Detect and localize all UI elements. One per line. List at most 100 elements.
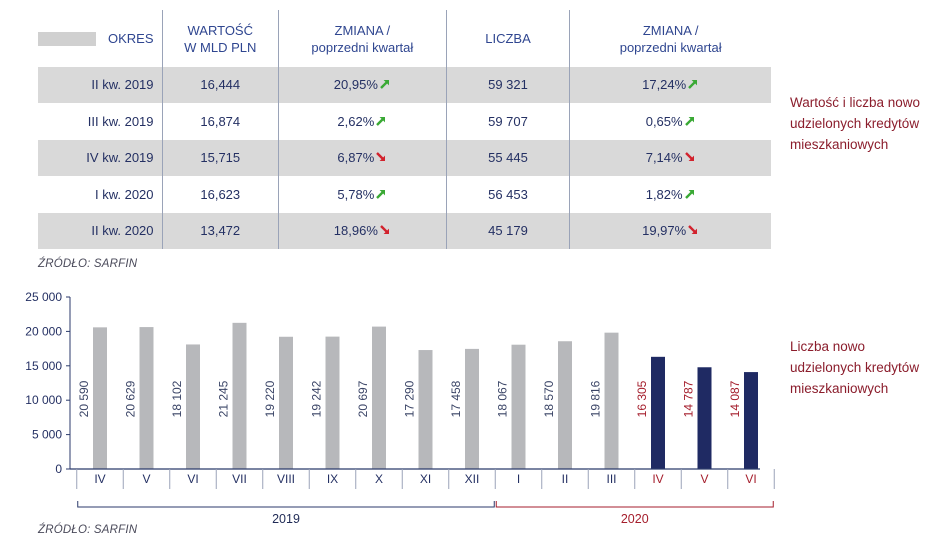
cell-change-value-text: 5,78%: [337, 186, 375, 202]
bar-value-label: 18 102: [170, 380, 184, 417]
year-bracket: [77, 501, 495, 508]
cell-count: 59 321: [445, 67, 570, 103]
arrow-up-icon: [376, 189, 386, 199]
cell-change-count-text: 7,14%: [645, 150, 683, 166]
cell-change-value: 6,87%: [278, 139, 447, 176]
cell-change-value: 20,95%: [278, 67, 447, 103]
arrow-up-icon: [688, 80, 698, 90]
arrow-up-icon: [380, 80, 389, 90]
cell-change-value-text: 6,87%: [337, 150, 375, 166]
header-liczba-label: LICZBA: [485, 31, 531, 46]
header-wartosc-line1: WARTOŚĆ: [187, 22, 254, 38]
cell-change-count-text: 19,97%: [642, 223, 687, 239]
cell-count: 45 179: [445, 212, 570, 249]
chart-side-note: Liczba nowo udzielonych kredytów mieszka…: [790, 339, 920, 396]
cell-period: IV kw. 2019: [38, 139, 163, 176]
cell-value: 13,472: [161, 212, 279, 249]
arrow-down-icon: [688, 225, 698, 235]
y-tick-label: 15 000: [25, 359, 62, 373]
arrow-up-icon: [684, 116, 694, 126]
bar-value-label: 18 570: [542, 380, 556, 417]
x-tick-label: VIII: [277, 472, 295, 486]
x-tick-label: V: [142, 472, 150, 486]
bar-value-label: 20 629: [124, 380, 138, 417]
cell-value: 16,623: [161, 175, 279, 213]
cell-period: I kw. 2020: [38, 175, 163, 213]
x-tick-label: XII: [465, 472, 480, 486]
cell-value: 15,715: [161, 139, 279, 176]
cell-period: II kw. 2019: [38, 67, 163, 103]
cell-change-value-text: 20,95%: [333, 77, 378, 93]
bar-value-label: 19 242: [310, 380, 324, 417]
header-zmiana-value-line1: ZMIANA /: [334, 22, 391, 38]
bar: [279, 336, 293, 469]
x-tick-label: X: [375, 472, 383, 486]
x-tick-label: VI: [187, 472, 198, 486]
table-source: ŹRÓDŁO: SARFIN: [38, 258, 138, 270]
y-tick-label: 5 000: [32, 428, 62, 442]
table-side-note: Wartość i liczba nowo udzielonych kredyt…: [790, 95, 921, 152]
bar: [372, 326, 386, 469]
x-tick-label: VII: [232, 472, 247, 486]
header-zmiana-count: ZMIANA / poprzedni kwartał: [569, 10, 771, 67]
header-okres-label: OKRES: [108, 31, 154, 46]
cell-change-value-text: 18,96%: [333, 223, 378, 239]
cell-change-count: 17,24%: [569, 67, 771, 103]
x-tick-label: IX: [327, 472, 338, 486]
header-okres-bar: [38, 31, 96, 46]
bar-value-label: 16 305: [635, 380, 649, 417]
cell-change-value: 5,78%: [278, 175, 447, 213]
header-liczba: LICZBA: [445, 10, 570, 67]
bar-value-label: 14 087: [728, 380, 742, 417]
bar-value-label: 21 245: [217, 380, 231, 417]
x-tick-label: III: [606, 472, 616, 486]
credit-summary-table: OKRES WARTOŚĆ W MLD PLN ZMIANA / poprzed…: [38, 10, 771, 249]
bar: [418, 350, 433, 469]
cell-value: 16,444: [161, 67, 279, 103]
y-tick-label: 10 000: [25, 393, 62, 407]
x-tick-label: II: [562, 472, 569, 486]
cell-change-count: 0,65%: [569, 102, 771, 140]
table-row: IV kw. 2019 15,715 6,87% 55 445 7,14%: [38, 139, 771, 176]
header-wartosc: WARTOŚĆ W MLD PLN: [161, 10, 279, 67]
bar: [697, 367, 712, 469]
cell-change-value: 18,96%: [278, 212, 447, 249]
y-tick-label: 20 000: [25, 324, 62, 338]
cell-count: 59 707: [445, 102, 570, 140]
x-tick-label: I: [517, 472, 520, 486]
bar-value-label: 14 787: [682, 380, 696, 417]
arrow-up-icon: [376, 116, 386, 126]
bar-value-label: 17 458: [449, 380, 463, 417]
bar-value-label: 19 816: [589, 380, 603, 417]
arrow-up-icon: [684, 189, 694, 199]
bar: [93, 327, 107, 469]
year-group-label: 2019: [272, 512, 300, 526]
cell-change-count: 19,97%: [569, 212, 771, 249]
bar: [325, 336, 340, 469]
header-zmiana-value: ZMIANA / poprzedni kwartał: [278, 10, 447, 67]
x-tick-label: IV: [94, 472, 105, 486]
cell-change-count-text: 17,24%: [642, 77, 687, 93]
bar-value-label: 18 067: [496, 380, 510, 417]
bar: [232, 322, 247, 469]
bar: [604, 332, 619, 469]
table-row: III kw. 2019 16,874 2,62% 59 707 0,65%: [38, 102, 771, 140]
cell-change-count-text: 0,65%: [645, 113, 683, 129]
cell-change-count-text: 1,82%: [645, 186, 683, 202]
y-tick-label: 0: [55, 462, 62, 476]
table-row: I kw. 2020 16,623 5,78% 56 453 1,82%: [38, 175, 771, 213]
header-zmiana-value-line2: poprzedni kwartał: [311, 39, 414, 55]
y-tick-label: 25 000: [25, 290, 62, 304]
x-tick-label: XI: [420, 472, 431, 486]
cell-change-value-text: 2,62%: [337, 113, 375, 129]
cell-count: 55 445: [445, 139, 570, 176]
table-row: II kw. 2020 13,472 18,96% 45 179 19,97%: [38, 212, 771, 249]
cell-period: III kw. 2019: [38, 102, 163, 140]
cell-change-count: 7,14%: [569, 139, 771, 176]
bars-group: 20 590 20 629 18 102 21 245 19 220 19 242 20 6…: [77, 322, 758, 469]
bar: [511, 344, 526, 469]
bar: [558, 341, 572, 469]
x-tick-label: IV: [652, 472, 663, 486]
